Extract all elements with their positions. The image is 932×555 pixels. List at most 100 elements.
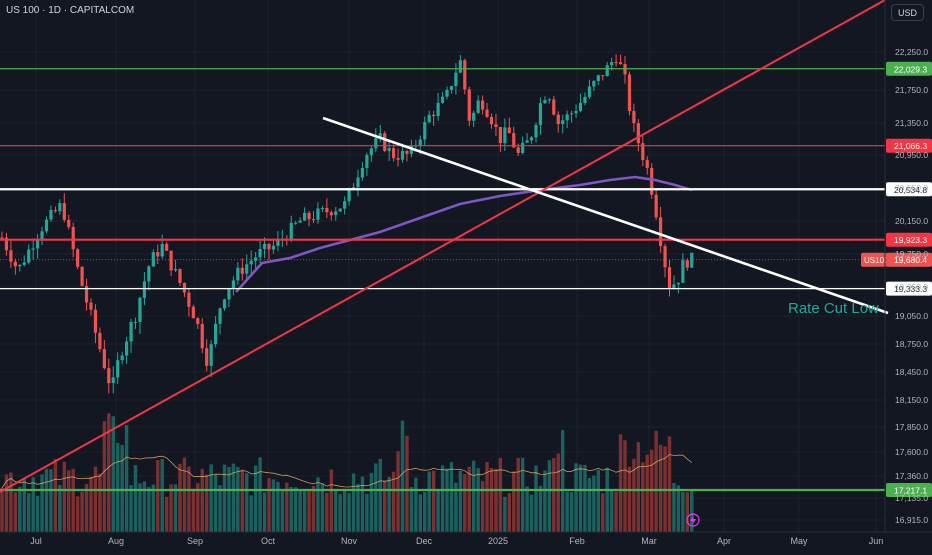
- candle-body: [111, 377, 115, 384]
- candle-body: [387, 148, 391, 151]
- candle-body: [556, 114, 560, 125]
- lightning-icon[interactable]: [686, 513, 700, 527]
- candle-body: [227, 288, 231, 300]
- candle-body: [303, 212, 307, 221]
- candle-body: [9, 250, 13, 262]
- candle-body: [80, 266, 84, 286]
- volume-bar: [75, 496, 80, 532]
- candle-body: [351, 187, 356, 189]
- candle-body: [463, 60, 467, 90]
- candle-body: [249, 260, 253, 265]
- volume-bar: [302, 491, 307, 532]
- symbol-tag: US100: [864, 256, 889, 265]
- volume-bar: [609, 490, 614, 532]
- volume-bar: [240, 469, 244, 532]
- volume-bar: [449, 462, 454, 532]
- volume-bar: [414, 477, 418, 532]
- volume-bar: [627, 466, 632, 532]
- volume-bar: [62, 461, 66, 532]
- volume-bar: [325, 492, 329, 532]
- volume-bar: [409, 487, 414, 532]
- candle-body: [334, 211, 338, 216]
- volume-bar: [329, 469, 333, 532]
- candle-body: [516, 147, 520, 153]
- volume-bar: [485, 462, 489, 532]
- candle-body: [142, 281, 146, 298]
- volume-bar: [489, 467, 494, 532]
- candle-body: [596, 75, 600, 82]
- symbol-title: US 100 · 1D · CAPITALCOM: [6, 5, 135, 16]
- volume-bar: [525, 486, 529, 532]
- volume-bar: [151, 484, 155, 532]
- candle-body: [245, 264, 249, 274]
- candle-body: [298, 220, 302, 223]
- volume-bar: [267, 478, 271, 532]
- volume-bar: [187, 466, 191, 532]
- volume-bar: [618, 434, 623, 532]
- volume-bar: [231, 463, 236, 532]
- volume-bar: [129, 485, 133, 532]
- candle-body: [173, 269, 178, 271]
- volume-bar: [561, 430, 565, 532]
- volume-bar: [574, 463, 578, 532]
- volume-bar: [498, 457, 503, 532]
- candle-body: [601, 75, 605, 77]
- level-label: 21,066.3: [894, 141, 927, 151]
- level-label-bg: [886, 138, 932, 153]
- candle-body: [449, 86, 454, 90]
- volume-bar: [427, 471, 431, 532]
- candle-body: [498, 126, 502, 144]
- candle-body: [672, 284, 676, 289]
- y-tick-label: 20,150.0: [895, 216, 928, 226]
- volume-bar: [543, 470, 547, 532]
- candle-body: [107, 368, 111, 384]
- volume-bar: [307, 490, 311, 532]
- volume-bar: [534, 465, 538, 532]
- candle-body: [503, 127, 507, 144]
- x-tick-label: Sep: [187, 536, 203, 546]
- candle-body: [62, 203, 66, 220]
- y-tick-label: 19,750.0: [895, 249, 928, 259]
- volume-bar: [142, 481, 147, 532]
- candle-body: [0, 237, 4, 239]
- candle-body: [578, 102, 583, 112]
- volume-bar: [601, 493, 605, 532]
- candle-body: [44, 219, 49, 232]
- volume-bar: [632, 458, 636, 532]
- volume-bar: [258, 457, 262, 532]
- volume-bar: [436, 489, 440, 532]
- candle-body: [360, 167, 365, 178]
- volume-bar: [342, 490, 347, 532]
- volume-bar: [503, 496, 507, 532]
- candle-body: [218, 308, 222, 324]
- volume-bar: [445, 468, 449, 532]
- volume-bar: [476, 468, 480, 532]
- candle-body: [98, 332, 102, 350]
- candle-body: [191, 306, 195, 319]
- volume-bar: [658, 444, 663, 532]
- candle-body: [538, 103, 543, 126]
- volume-bar: [672, 482, 676, 532]
- trendlines: [0, 0, 889, 493]
- volume-bar: [338, 494, 342, 532]
- candle-body: [178, 269, 182, 283]
- candle-body: [659, 217, 663, 247]
- candle-body: [458, 60, 462, 73]
- candle-body: [650, 167, 654, 195]
- candle-body: [365, 155, 369, 168]
- candle-body: [636, 123, 640, 144]
- candle-body: [138, 297, 142, 322]
- volume-bar: [280, 491, 285, 532]
- currency-button[interactable]: USD: [891, 4, 924, 21]
- candle-body: [570, 113, 574, 115]
- volume-ma: [1, 454, 693, 489]
- candle-body: [147, 266, 151, 282]
- level-label-bg: [886, 232, 932, 247]
- candle-body: [289, 222, 293, 241]
- volume-bar: [387, 476, 391, 532]
- candle-body: [489, 116, 494, 125]
- candle-body: [369, 148, 373, 156]
- volume-bar: [262, 492, 267, 532]
- candle-body: [133, 321, 138, 323]
